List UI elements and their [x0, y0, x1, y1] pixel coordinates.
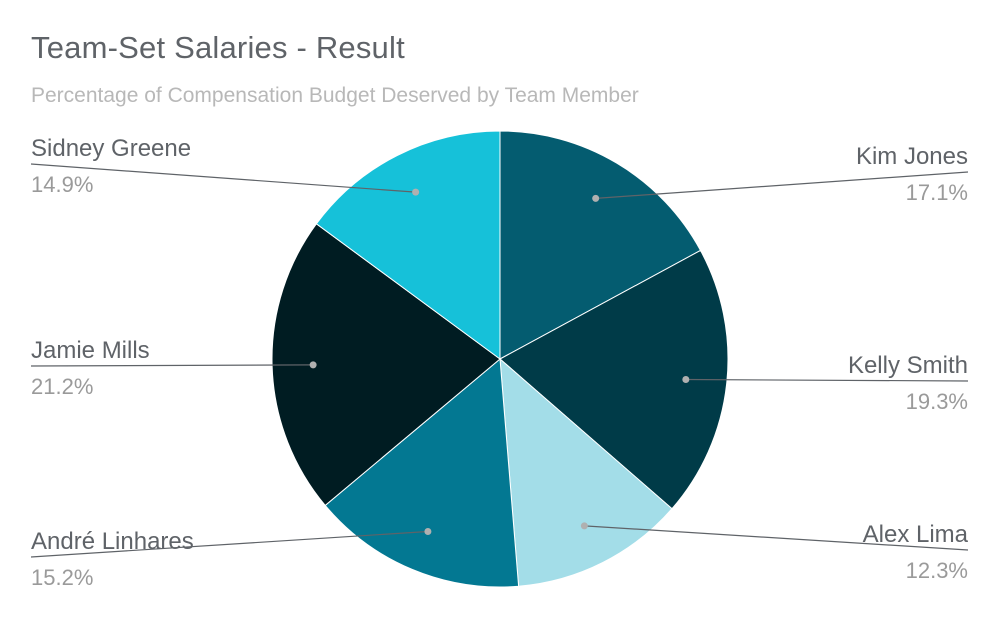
pie-slice-alex-lima: [499, 357, 673, 587]
leader-dot: [424, 528, 432, 536]
slice-percent-label: 15.2%: [31, 565, 93, 590]
slice-label-kelly-smith: Kelly Smith 19.3%: [682, 352, 969, 414]
slice-name-label: André Linhares: [31, 528, 194, 555]
leader-dot: [682, 376, 690, 384]
slice-name-label: Jamie Mills: [31, 337, 150, 364]
leader-dot: [412, 188, 420, 196]
pie-slice-kelly-smith: [499, 249, 729, 510]
pie-slice-andre-linhares: [324, 357, 520, 588]
slice-percent-label: 19.3%: [906, 389, 968, 414]
pie-slice-jamie-mills: [271, 223, 501, 507]
slice-labels: Kim Jones 17.1% Kelly Smith 19.3% Alex Lima 1…: [30, 135, 969, 590]
slice-label-kim-jones: Kim Jones 17.1%: [592, 143, 969, 205]
chart-subtitle: Percentage of Compensation Budget Deserv…: [31, 84, 639, 107]
slice-percent-label: 21.2%: [31, 374, 93, 399]
pie-slice-kim-jones: [499, 130, 702, 360]
leader-dot: [309, 361, 317, 369]
leader-line: [30, 163, 416, 193]
slice-label-jamie-mills: Jamie Mills 21.2%: [30, 337, 317, 399]
leader-dot: [580, 522, 588, 530]
leader-line: [685, 378, 969, 382]
slice-label-andre-linhares: André Linhares 15.2%: [30, 528, 432, 590]
leader-line: [584, 525, 969, 551]
slice-label-alex-lima: Alex Lima 12.3%: [580, 521, 969, 583]
slice-name-label: Kelly Smith: [848, 352, 968, 379]
slice-name-label: Kim Jones: [856, 143, 968, 170]
leader-dot: [592, 194, 600, 202]
leader-line: [30, 530, 428, 558]
slice-percent-label: 14.9%: [31, 172, 93, 197]
slice-percent-label: 12.3%: [906, 558, 968, 583]
pie-slices: [271, 130, 729, 588]
slice-name-label: Alex Lima: [863, 521, 969, 548]
slice-label-sidney-greene: Sidney Greene 14.9%: [30, 135, 420, 197]
chart-title: Team-Set Salaries - Result: [31, 30, 405, 65]
slice-percent-label: 17.1%: [906, 180, 968, 205]
leader-line: [30, 364, 314, 367]
leader-line: [595, 171, 969, 199]
slice-name-label: Sidney Greene: [31, 135, 191, 162]
